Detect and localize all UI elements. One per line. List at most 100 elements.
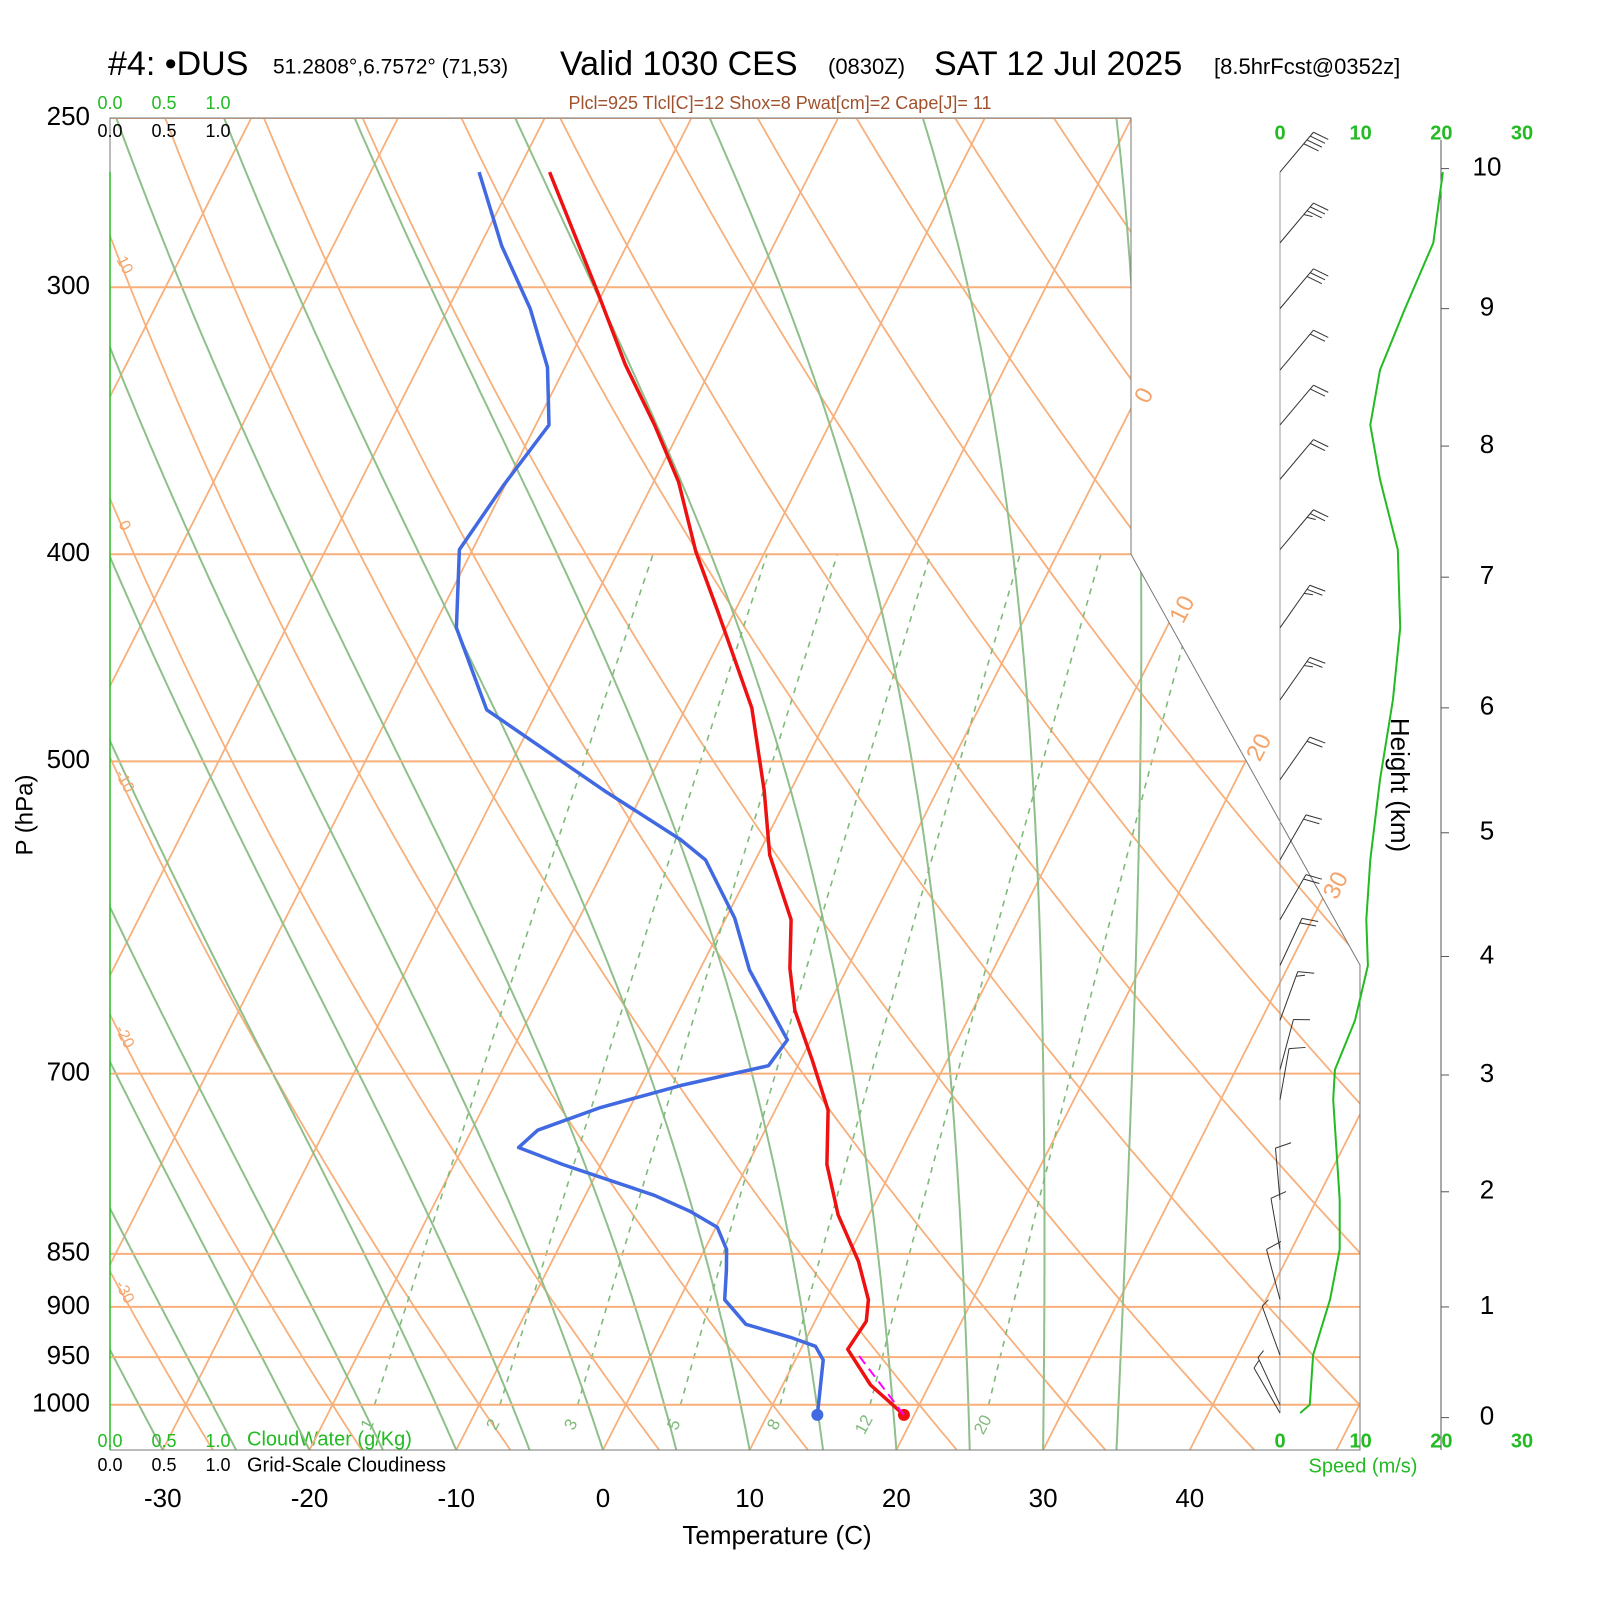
barb-feather xyxy=(1288,1046,1306,1050)
moist-adiabat xyxy=(110,118,458,1450)
barb-staff xyxy=(1279,131,1314,173)
cloud-tick-label: 0.5 xyxy=(151,93,176,113)
y-tick-label: 400 xyxy=(47,537,90,567)
y-tick-label: 250 xyxy=(47,101,90,131)
cloud-tick-label: 1.0 xyxy=(205,1431,230,1451)
barb-staff xyxy=(1279,268,1314,309)
title-valid: Valid 1030 CES xyxy=(560,45,798,83)
barb-feather xyxy=(1306,516,1316,520)
barb-staff xyxy=(1266,1249,1281,1300)
moist-adiabat xyxy=(110,118,384,1450)
moist-adiabat xyxy=(110,118,311,1450)
speed-tick-label: 30 xyxy=(1511,122,1533,144)
wind-barb xyxy=(1279,1018,1310,1070)
wind-barb xyxy=(1274,1142,1292,1200)
cloud-tick-label: 0.5 xyxy=(151,1431,176,1451)
y-tick-label: 300 xyxy=(47,270,90,300)
x-tick-label: -10 xyxy=(437,1483,475,1513)
wind-barb xyxy=(1279,1046,1306,1100)
height-tick-label: 2 xyxy=(1480,1175,1494,1205)
barb-feather xyxy=(1270,1191,1287,1199)
barb-feather xyxy=(1313,202,1329,211)
wind-barb xyxy=(1279,509,1329,550)
isotherm xyxy=(110,118,399,1450)
barb-feather xyxy=(1303,214,1313,218)
dry-adiabat xyxy=(110,118,363,1450)
speed-tick-label: 0 xyxy=(1274,1430,1285,1452)
barb-feather xyxy=(1309,333,1326,342)
barb-feather xyxy=(1261,1299,1269,1307)
barb-staff xyxy=(1279,874,1307,920)
barb-staff xyxy=(1279,814,1307,861)
dry-adiabat xyxy=(460,118,1360,1450)
barb-feather xyxy=(1257,1350,1264,1358)
x-tick-label: 0 xyxy=(596,1483,610,1513)
barb-staff xyxy=(1279,1019,1294,1070)
speed-tick-label: 0 xyxy=(1274,122,1285,144)
barb-feather xyxy=(1313,131,1329,140)
speed-axis-label: Speed (m/s) xyxy=(1309,1455,1418,1477)
dry-adiabat xyxy=(110,118,809,1450)
barb-feather xyxy=(1313,384,1329,393)
height-tick-label: 3 xyxy=(1480,1058,1494,1088)
barb-feather xyxy=(1303,878,1320,885)
barb-staff xyxy=(1279,329,1314,371)
speed-tick-label: 30 xyxy=(1511,1430,1533,1452)
cloud-tick-label: 0.0 xyxy=(97,121,122,141)
barb-feather xyxy=(1306,661,1323,668)
wind-barb xyxy=(1279,131,1329,173)
cloud-tick-label: 0.0 xyxy=(97,1455,122,1475)
title-date: SAT 12 Jul 2025 xyxy=(934,45,1182,83)
height-tick-label: 4 xyxy=(1480,939,1494,969)
barb-feather xyxy=(1306,276,1323,285)
barb-feather xyxy=(1313,268,1329,277)
speed-tick-label: 20 xyxy=(1430,1430,1452,1452)
title-utc: (0830Z) xyxy=(828,54,905,79)
barb-feather xyxy=(1305,814,1322,820)
speed-tick-label: 10 xyxy=(1350,122,1372,144)
wind-barb xyxy=(1279,971,1315,1021)
dry-adiabat xyxy=(855,118,1360,1450)
profile-line xyxy=(854,1350,905,1416)
dry-adiabat-label: 10 xyxy=(113,253,136,277)
surface-marker xyxy=(811,1408,824,1421)
y-tick-label: 700 xyxy=(47,1057,90,1087)
barb-staff xyxy=(1279,384,1314,426)
speed-tick-label: 20 xyxy=(1430,122,1452,144)
cloud-water-label: CloudWater (g/Kg) xyxy=(247,1428,412,1450)
wind-barb xyxy=(1279,584,1326,629)
title-station: #4: •DUS xyxy=(108,45,248,83)
dry-adiabat xyxy=(361,118,1255,1450)
barb-staff xyxy=(1279,202,1314,244)
cloud-tick-label: 1.0 xyxy=(205,1455,230,1475)
barb-staff xyxy=(1279,971,1299,1021)
barb-feather xyxy=(1305,874,1322,880)
barb-feather xyxy=(1309,736,1326,744)
moist-adiabat xyxy=(110,118,531,1450)
dry-adiabat xyxy=(756,118,1360,1450)
barb-feather xyxy=(1275,1142,1292,1149)
wind-barb xyxy=(1279,384,1329,426)
wind-barb xyxy=(1261,1299,1281,1356)
barb-staff xyxy=(1279,584,1311,629)
wind-barb xyxy=(1279,736,1326,781)
dry-adiabat xyxy=(559,118,1360,1450)
barb-feather xyxy=(1253,1360,1260,1369)
height-tick-label: 6 xyxy=(1480,691,1494,721)
moist-adiabat xyxy=(110,118,238,1450)
height-tick-label: 8 xyxy=(1480,429,1494,459)
y-tick-label: 500 xyxy=(47,744,90,774)
barb-staff xyxy=(1279,918,1303,966)
barb-feather xyxy=(1309,513,1326,522)
barb-feather xyxy=(1306,740,1323,748)
barb-feather xyxy=(1306,210,1323,219)
x-axis-label: Temperature (C) xyxy=(682,1520,871,1550)
moist-adiabat xyxy=(115,118,678,1450)
moist-adiabat xyxy=(514,118,898,1450)
isotherm xyxy=(110,118,253,1450)
height-tick-label: 9 xyxy=(1480,292,1494,322)
wind-barb xyxy=(1279,656,1326,701)
height-tick-label: 0 xyxy=(1480,1400,1494,1430)
barb-staff xyxy=(1279,439,1314,480)
